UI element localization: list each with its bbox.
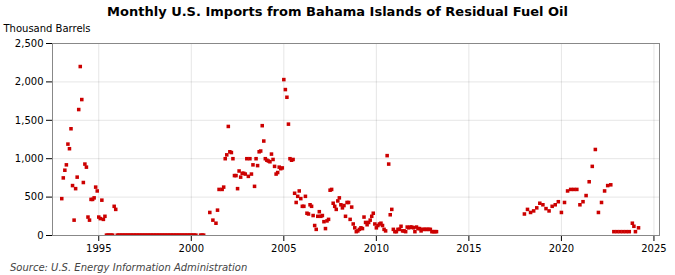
svg-text:2005: 2005 <box>271 243 296 254</box>
svg-text:2025: 2025 <box>641 243 666 254</box>
svg-text:1,000: 1,000 <box>15 153 44 164</box>
svg-text:2015: 2015 <box>456 243 481 254</box>
svg-text:0: 0 <box>37 230 43 241</box>
html-text:Source: U.S. Energy Informatio: Source: U.S. Energy Information Administ… <box>10 262 248 273</box>
svg-text:2000: 2000 <box>179 243 204 254</box>
svg-text:1,500: 1,500 <box>15 115 44 126</box>
svg-text:500: 500 <box>24 191 43 202</box>
svg-text:Thousand Barrels: Thousand Barrels <box>3 23 91 34</box>
svg-text:1995: 1995 <box>86 243 111 254</box>
svg-text:2010: 2010 <box>364 243 389 254</box>
svg-text:2,500: 2,500 <box>15 38 44 49</box>
svg-text:2,000: 2,000 <box>15 76 44 87</box>
svg-text:2020: 2020 <box>549 243 574 254</box>
html-text:Monthly U.S. Imports from Baha: Monthly U.S. Imports from Bahama Islands… <box>107 4 568 19</box>
